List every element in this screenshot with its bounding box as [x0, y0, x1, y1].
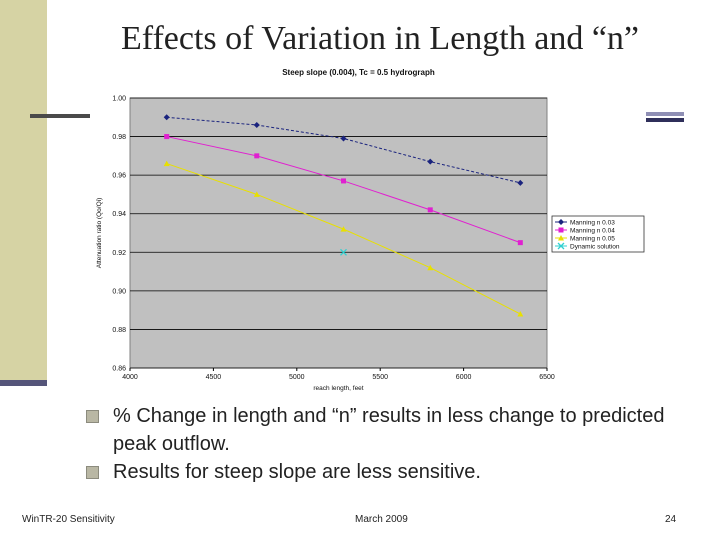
x-tick-label: 4500	[206, 374, 222, 381]
data-point	[517, 179, 524, 186]
data-point	[427, 158, 434, 165]
chart-svg: Steep slope (0.004), Tc = 0.5 hydrograph…	[96, 68, 645, 392]
slide-title: Effects of Variation in Length and “n”	[120, 20, 640, 57]
decorative-side-bar	[0, 0, 47, 386]
y-tick-label: 1.00	[112, 96, 126, 103]
chart: Steep slope (0.004), Tc = 0.5 hydrograph…	[90, 66, 646, 400]
x-tick-label: 6000	[456, 374, 472, 381]
data-point	[253, 122, 260, 128]
bullet-text: % Change in length and “n” results in le…	[113, 405, 665, 455]
x-tick-label: 5500	[372, 374, 388, 381]
y-axis-label: Attenuation ratio (Qo/Qi)	[96, 198, 103, 268]
title-rule-left	[30, 114, 92, 118]
decorative-side-bar-edge	[0, 380, 47, 386]
data-point	[340, 248, 347, 256]
chart-title: Steep slope (0.004), Tc = 0.5 hydrograph	[282, 68, 435, 77]
data-point	[253, 191, 260, 197]
legend-swatch-marker	[558, 219, 564, 225]
y-tick-label: 0.96	[112, 173, 126, 180]
legend-swatch-marker	[558, 227, 564, 233]
x-tick-label: 5000	[289, 374, 305, 381]
legend-box	[551, 215, 645, 253]
data-point	[341, 178, 347, 184]
y-tick-label: 0.98	[112, 134, 126, 141]
footer-center: March 2009	[355, 514, 408, 525]
bullet-text: Results for steep slope are less sensiti…	[113, 461, 481, 483]
data-point	[340, 226, 347, 232]
data-point	[340, 135, 347, 142]
data-point	[517, 240, 523, 246]
bullet-item: Results for steep slope are less sensiti…	[86, 458, 706, 486]
x-tick-label: 4000	[122, 374, 138, 381]
data-point	[427, 207, 433, 213]
legend-label: Manning n 0.03	[570, 220, 615, 227]
legend-label: Manning n 0.04	[570, 228, 615, 235]
plot-area	[129, 97, 548, 369]
x-axis-label: reach length, feet	[313, 385, 363, 392]
bullet-item: % Change in length and “n” results in le…	[86, 402, 706, 458]
legend-label: Manning n 0.05	[570, 236, 615, 243]
series-line	[166, 116, 521, 184]
y-tick-label: 0.90	[112, 288, 126, 295]
y-tick-label: 0.86	[112, 366, 126, 373]
y-tick-label: 0.88	[112, 327, 126, 334]
data-point	[517, 311, 524, 317]
bullet-square-icon	[86, 466, 99, 479]
legend-swatch-marker	[557, 242, 565, 250]
legend-swatch-marker	[558, 235, 564, 241]
y-tick-label: 0.94	[112, 211, 126, 218]
bullet-square-icon	[86, 410, 99, 423]
footer-page-number: 24	[665, 514, 677, 525]
legend-label: Dynamic solution	[570, 244, 620, 251]
x-tick-label: 6500	[539, 374, 555, 381]
y-tick-label: 0.92	[112, 250, 126, 257]
bullet-list: % Change in length and “n” results in le…	[86, 402, 706, 486]
data-point	[163, 160, 170, 167]
data-point	[254, 153, 260, 159]
footer-left: WinTR-20 Sensitivity	[22, 514, 115, 525]
data-point	[427, 264, 434, 271]
data-point	[163, 114, 170, 121]
data-point	[164, 134, 170, 140]
title-rule-right	[646, 112, 684, 126]
